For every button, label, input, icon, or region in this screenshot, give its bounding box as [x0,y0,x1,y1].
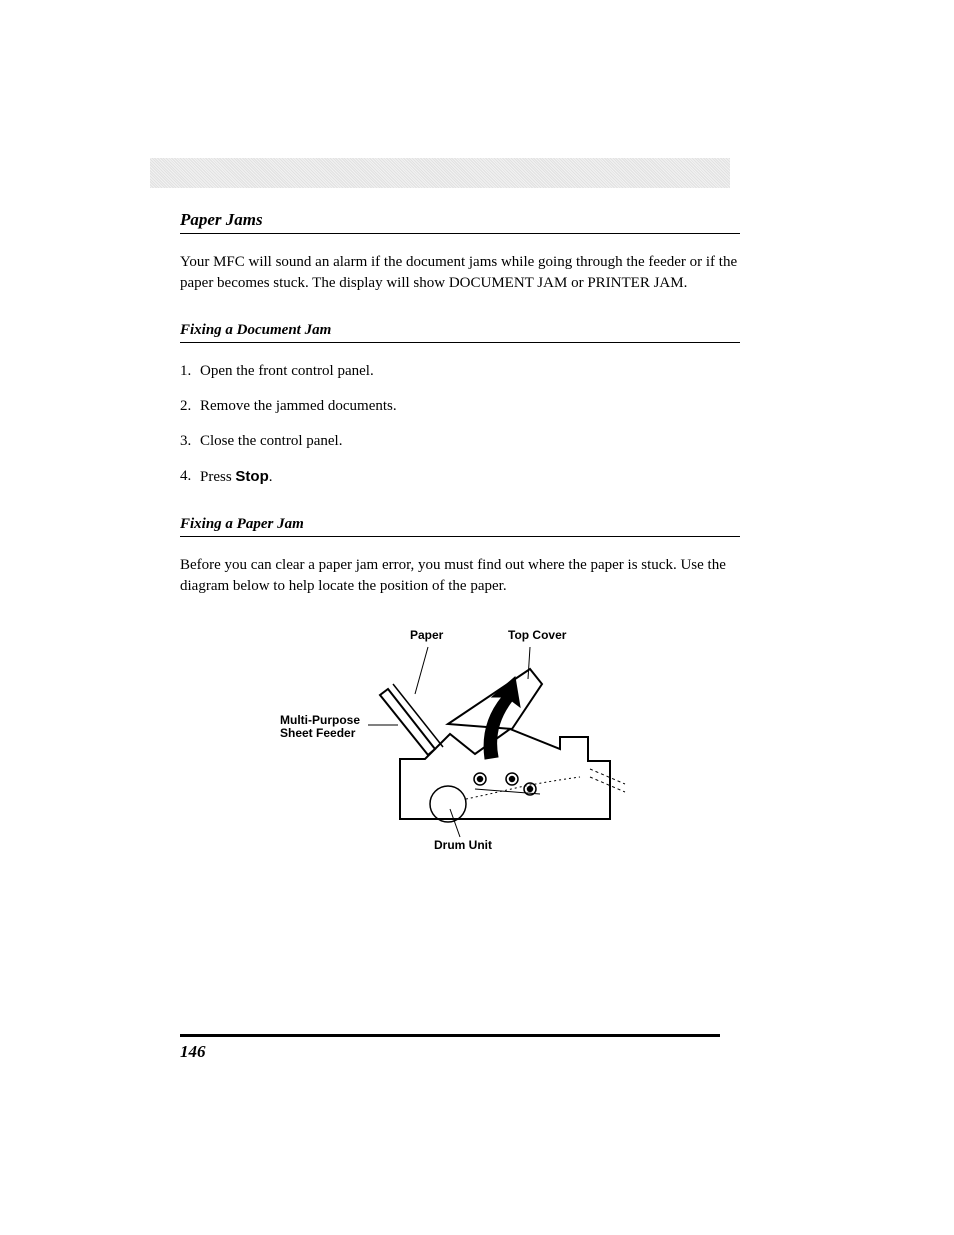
footer-rule [180,1034,720,1037]
label-drum-unit: Drum Unit [434,839,492,852]
label-paper: Paper [410,629,443,642]
step-4: Press Stop. [180,466,740,488]
intro-paragraph: Your MFC will sound an alarm if the docu… [180,252,740,294]
step-1: Open the front control panel. [180,361,740,382]
printer-diagram: Paper Top Cover Multi-Purpose Sheet Feed… [280,629,640,869]
diagram-container: Paper Top Cover Multi-Purpose Sheet Feed… [180,629,740,869]
step-4-text-c: . [269,469,273,485]
heading-paper-jams: Paper Jams [180,210,740,234]
heading-fixing-paper-jam: Fixing a Paper Jam [180,516,740,537]
step-3: Close the control panel. [180,431,740,452]
step-4-text-a: Press [200,469,235,485]
document-jam-steps: Open the front control panel. Remove the… [180,361,740,488]
label-feeder-line2: Sheet Feeder [280,726,355,740]
label-feeder-line1: Multi-Purpose [280,713,360,727]
step-4-stop: Stop [235,468,268,485]
page-content: Paper Jams Your MFC will sound an alarm … [180,155,740,869]
page-number: 146 [180,1042,206,1062]
label-top-cover: Top Cover [508,629,566,642]
printer-svg [280,629,640,869]
step-2: Remove the jammed documents. [180,396,740,417]
heading-fixing-document-jam: Fixing a Document Jam [180,322,740,343]
paperjam-paragraph: Before you can clear a paper jam error, … [180,555,740,597]
label-feeder: Multi-Purpose Sheet Feeder [280,714,360,740]
